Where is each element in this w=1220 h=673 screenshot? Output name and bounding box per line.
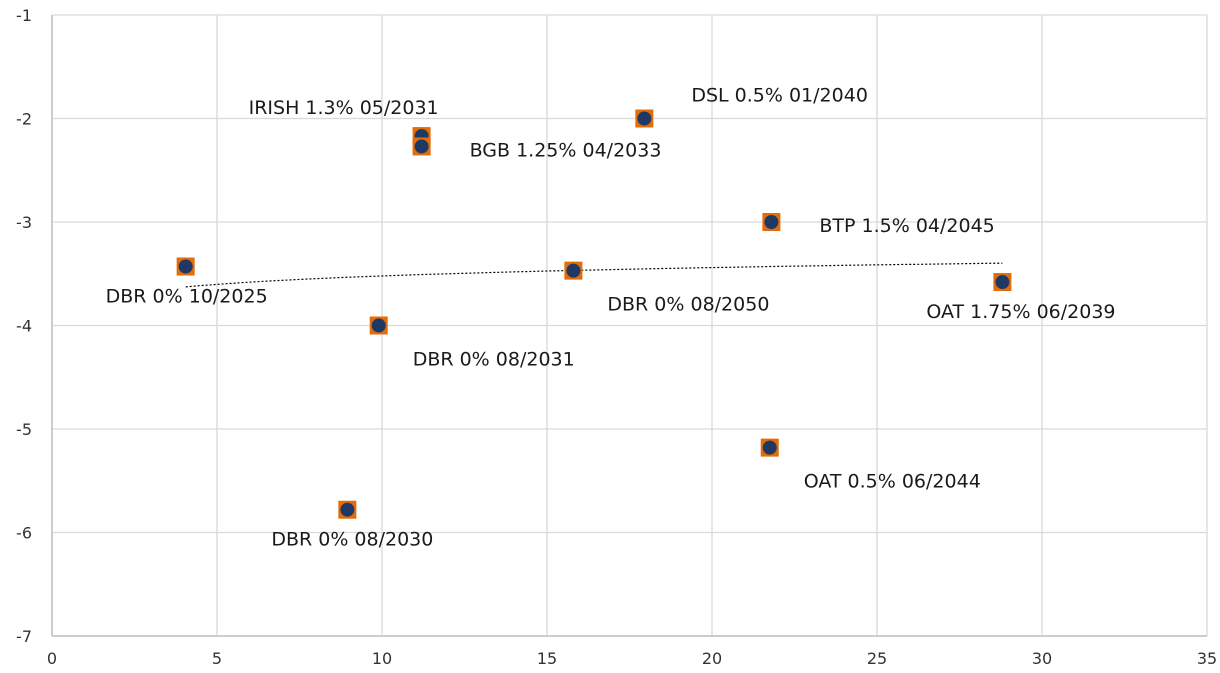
x-tick-label: 0 xyxy=(47,649,57,668)
point-label: OAT 0.5% 06/2044 xyxy=(804,471,981,493)
point-label: BTP 1.5% 04/2045 xyxy=(819,215,994,237)
data-point xyxy=(993,273,1012,292)
grid xyxy=(51,14,1208,637)
x-tick-label: 20 xyxy=(702,649,722,668)
data-point xyxy=(338,500,357,519)
point-dot-marker xyxy=(762,440,777,455)
point-dot-marker xyxy=(566,263,581,278)
data-point xyxy=(762,213,781,231)
y-tick-label: -7 xyxy=(16,627,32,646)
point-label: IRISH 1.3% 05/2031 xyxy=(249,97,439,119)
x-tick-label: 15 xyxy=(537,649,557,668)
trendline xyxy=(185,262,1003,288)
data-point xyxy=(760,438,779,457)
point-dot-marker xyxy=(764,215,779,229)
point-label: DBR 0% 10/2025 xyxy=(106,286,268,308)
y-tick-label: -1 xyxy=(16,6,32,25)
point-labels: DBR 0% 10/2025 DBR 0% 08/2030 DBR 0% 08/20… xyxy=(106,85,1116,551)
point-dot-marker xyxy=(637,111,652,126)
point-label: OAT 1.75% 06/2039 xyxy=(926,301,1115,323)
y-tick-label: -2 xyxy=(16,110,32,129)
point-dot-marker xyxy=(995,275,1010,290)
x-tick-label: 30 xyxy=(1032,649,1052,668)
point-label: BGB 1.25% 04/2033 xyxy=(470,139,662,161)
y-tick-label: -3 xyxy=(16,213,32,232)
data-point xyxy=(564,261,583,280)
y-tick-label: -6 xyxy=(16,524,32,543)
point-label: DBR 0% 08/2030 xyxy=(271,529,433,551)
trendline-layer xyxy=(185,262,1003,288)
x-tick-label: 5 xyxy=(212,649,222,668)
point-label: DSL 0.5% 01/2040 xyxy=(691,85,868,107)
point-dot-marker xyxy=(414,139,429,154)
data-point xyxy=(176,257,195,276)
data-point xyxy=(369,316,388,335)
x-tick-label: 35 xyxy=(1197,649,1217,668)
point-dot-marker xyxy=(178,259,193,274)
y-tick-label: -5 xyxy=(16,420,32,439)
point-label: DBR 0% 08/2050 xyxy=(607,294,769,316)
y-tick-label: -4 xyxy=(16,317,32,336)
axes: 0 5 10 15 20 25 30 35 -1 -2 -3 -4 -5 -6 -7 xyxy=(16,6,1217,668)
point-dot-marker xyxy=(340,502,355,517)
point-label: DBR 0% 08/2031 xyxy=(413,349,575,371)
x-tick-label: 25 xyxy=(867,649,887,668)
points-layer xyxy=(176,109,1012,519)
data-point xyxy=(412,137,431,156)
data-point xyxy=(635,109,654,128)
x-tick-label: 10 xyxy=(372,649,392,668)
point-dot-marker xyxy=(371,318,386,333)
